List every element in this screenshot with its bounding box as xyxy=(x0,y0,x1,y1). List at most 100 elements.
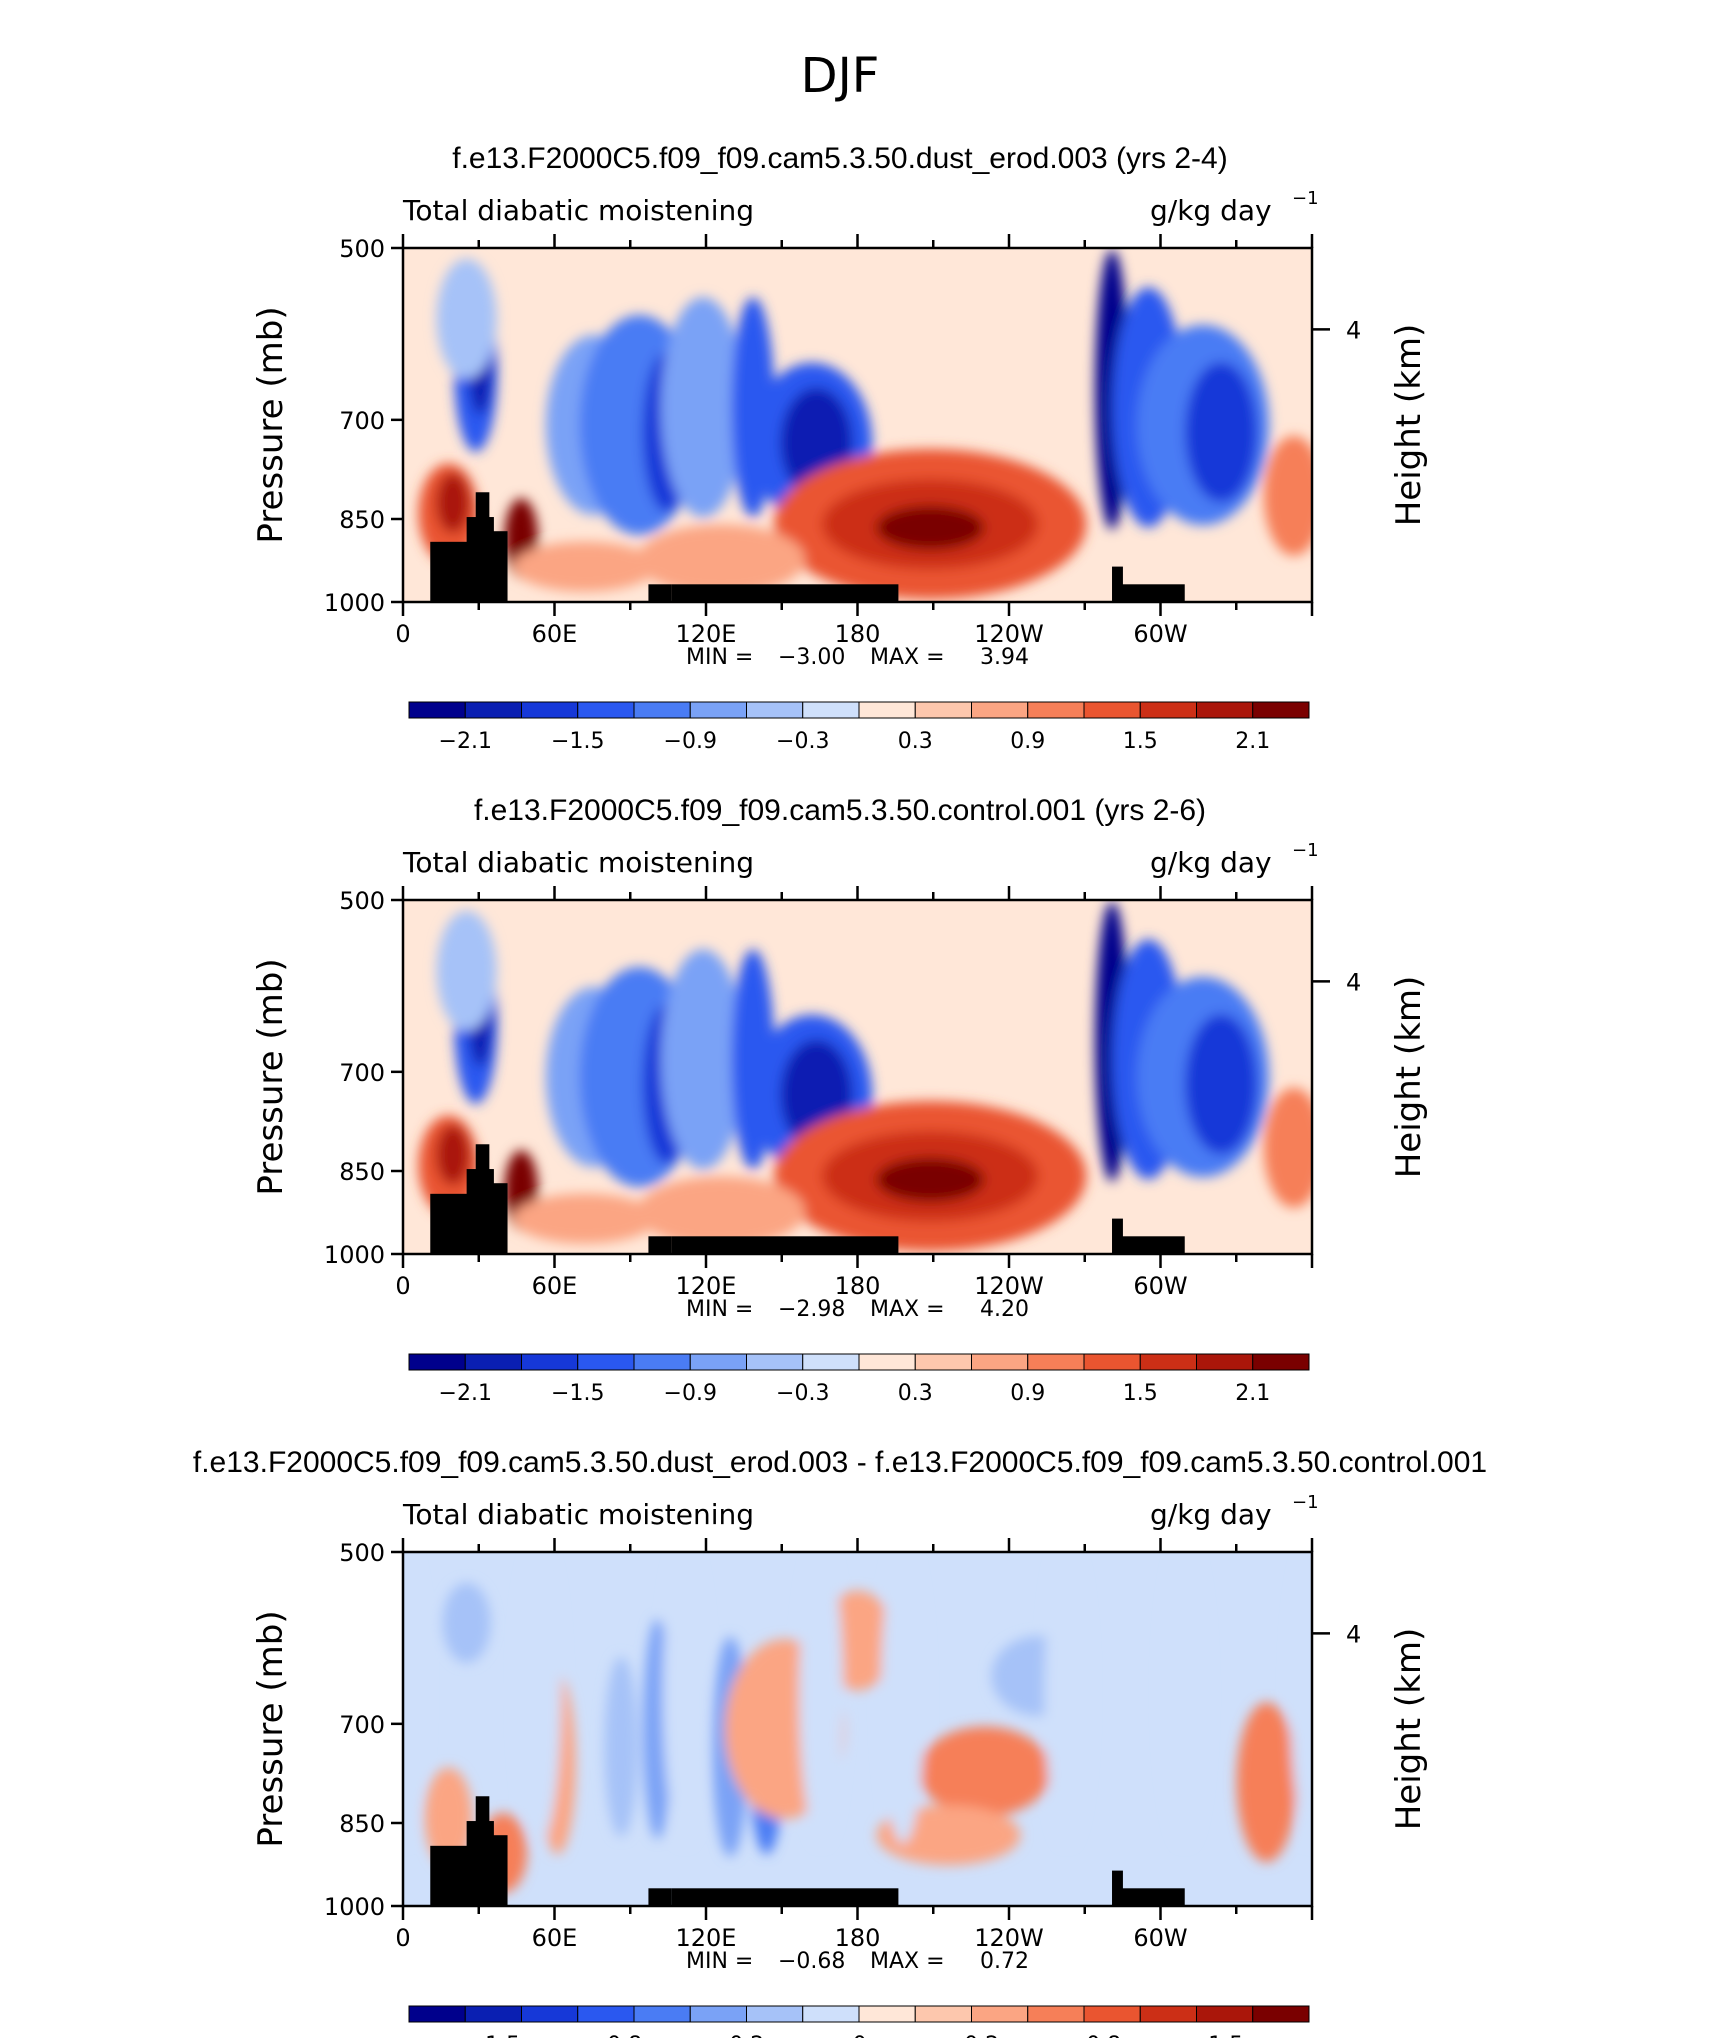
contour-region xyxy=(660,949,745,1170)
colorbar-swatch xyxy=(1139,701,1197,719)
units-superscript: −1 xyxy=(1292,1492,1319,1513)
panel-title: f.e13.F2000C5.f09_f09.cam5.3.50.dust_ero… xyxy=(193,1446,1487,1479)
y-tick-label: 1000 xyxy=(324,1893,385,1921)
colorbar-swatch xyxy=(464,1353,522,1371)
y2-tick-label: 4 xyxy=(1346,1620,1361,1648)
x-tick-label: 60E xyxy=(532,620,578,648)
contour-region xyxy=(662,1552,707,1844)
max-label: MAX = xyxy=(870,1949,945,1974)
x-tick-label: 60W xyxy=(1133,1272,1187,1300)
contour-field xyxy=(403,248,1312,602)
contour-region xyxy=(1185,362,1258,503)
variable-label: Total diabatic moistening xyxy=(402,846,754,879)
topography-mask xyxy=(430,1796,1185,1906)
colorbar-label: −0.8 xyxy=(589,2033,642,2038)
terrain-block xyxy=(648,1888,672,1906)
y-tick-label: 700 xyxy=(339,407,385,435)
colorbar-label: 0.9 xyxy=(1010,1381,1045,1406)
colorbar-label: −0.3 xyxy=(776,1381,829,1406)
contour-region xyxy=(1290,1552,1312,1844)
colorbar-swatch xyxy=(689,1353,747,1371)
colorbar-swatch xyxy=(1252,701,1310,719)
colorbar-swatch xyxy=(408,1353,466,1371)
colorbar-label: 0.8 xyxy=(1086,2033,1121,2038)
y-axis-label: Pressure (mb) xyxy=(251,958,291,1195)
colorbar-swatch xyxy=(1027,701,1085,719)
colorbar-swatch xyxy=(1252,1353,1310,1371)
colorbar-label: −1.5 xyxy=(467,2033,520,2038)
terrain-block xyxy=(671,1888,899,1906)
min-value: −3.00 xyxy=(778,645,845,670)
contour-blobs xyxy=(403,1552,1312,1893)
colorbar-swatch xyxy=(858,1353,916,1371)
colorbar-swatch xyxy=(971,1353,1029,1371)
contour-region xyxy=(436,910,497,1031)
terrain-block xyxy=(1121,1236,1185,1254)
x-tick-label: 120W xyxy=(974,1272,1044,1300)
colorbar-swatch xyxy=(633,1353,691,1371)
colorbar-swatch xyxy=(802,2005,860,2023)
colorbar-swatch xyxy=(1027,1353,1085,1371)
colorbar-swatch xyxy=(408,701,466,719)
colorbar-swatch xyxy=(521,2005,579,2023)
colorbar-swatch xyxy=(746,701,804,719)
colorbar-label: −1.5 xyxy=(551,1381,604,1406)
contour-region xyxy=(442,1582,491,1663)
contour-region xyxy=(512,541,657,592)
colorbar-label: −0.9 xyxy=(664,1381,717,1406)
units-label: g/kg day xyxy=(1150,194,1272,227)
colorbar-label: −2.1 xyxy=(439,729,492,754)
contour-region xyxy=(403,1552,425,1844)
colorbar-swatch xyxy=(1252,2005,1310,2023)
panel-title: f.e13.F2000C5.f09_f09.cam5.3.50.control.… xyxy=(474,794,1206,827)
y-axis-label: Pressure (mb) xyxy=(251,1610,291,1847)
terrain-block xyxy=(648,1236,672,1254)
panel-title: f.e13.F2000C5.f09_f09.cam5.3.50.dust_ero… xyxy=(452,142,1227,175)
contour-region xyxy=(436,1124,470,1185)
colorbar-swatch xyxy=(1196,1353,1254,1371)
colorbar-swatch xyxy=(1139,2005,1197,2023)
x-tick-label: 60W xyxy=(1133,1924,1187,1952)
colorbar-swatch xyxy=(1196,701,1254,719)
colorbar-swatch xyxy=(464,701,522,719)
colorbar-swatch xyxy=(971,2005,1029,2023)
contour-region xyxy=(1263,435,1312,556)
x-tick-label: 120E xyxy=(676,1924,737,1952)
x-tick-label: 180 xyxy=(835,1272,881,1300)
colorbar-swatch xyxy=(1083,2005,1141,2023)
colorbar-label: 0.3 xyxy=(898,729,933,754)
x-tick-label: 0 xyxy=(395,1924,410,1952)
terrain-block xyxy=(1121,584,1185,602)
colorbar-label: 0 xyxy=(853,2033,867,2038)
colorbar-label: 2.1 xyxy=(1235,729,1270,754)
max-value: 0.72 xyxy=(980,1949,1029,1974)
colorbar-swatch xyxy=(633,2005,691,2023)
contour-region xyxy=(1236,1702,1297,1863)
x-tick-label: 120E xyxy=(676,620,737,648)
contour-region xyxy=(604,1656,638,1837)
colorbar-swatch xyxy=(689,701,747,719)
colorbar-swatch xyxy=(689,2005,747,2023)
colorbar-label: −0.3 xyxy=(776,729,829,754)
colorbar-swatch xyxy=(746,2005,804,2023)
panel-3: f.e13.F2000C5.f09_f09.cam5.3.50.dust_ero… xyxy=(193,1446,1487,2038)
contour-blobs xyxy=(418,249,1312,600)
colorbar-label: 1.5 xyxy=(1123,729,1158,754)
terrain-block xyxy=(1112,1218,1123,1254)
contour-field xyxy=(403,900,1312,1254)
colorbar-swatch xyxy=(577,1353,635,1371)
x-tick-label: 120W xyxy=(974,1924,1044,1952)
colorbar-swatch xyxy=(464,2005,522,2023)
terrain-block xyxy=(671,584,899,602)
min-value: −2.98 xyxy=(778,1297,845,1322)
units-label: g/kg day xyxy=(1150,846,1272,879)
y-tick-label: 1000 xyxy=(324,589,385,617)
panel-1: f.e13.F2000C5.f09_f09.cam5.3.50.dust_ero… xyxy=(251,142,1429,754)
min-label: MIN = xyxy=(686,1297,753,1322)
colorbar-swatch xyxy=(1196,2005,1254,2023)
y-tick-label: 700 xyxy=(339,1059,385,1087)
colorbar: −2.1 −1.5 −0.9 −0.3 0.3 0.9 1.5 2.1 xyxy=(408,1353,1310,1406)
y2-axis-label: Height (km) xyxy=(1389,1628,1429,1831)
colorbar-label: 0.3 xyxy=(898,1381,933,1406)
